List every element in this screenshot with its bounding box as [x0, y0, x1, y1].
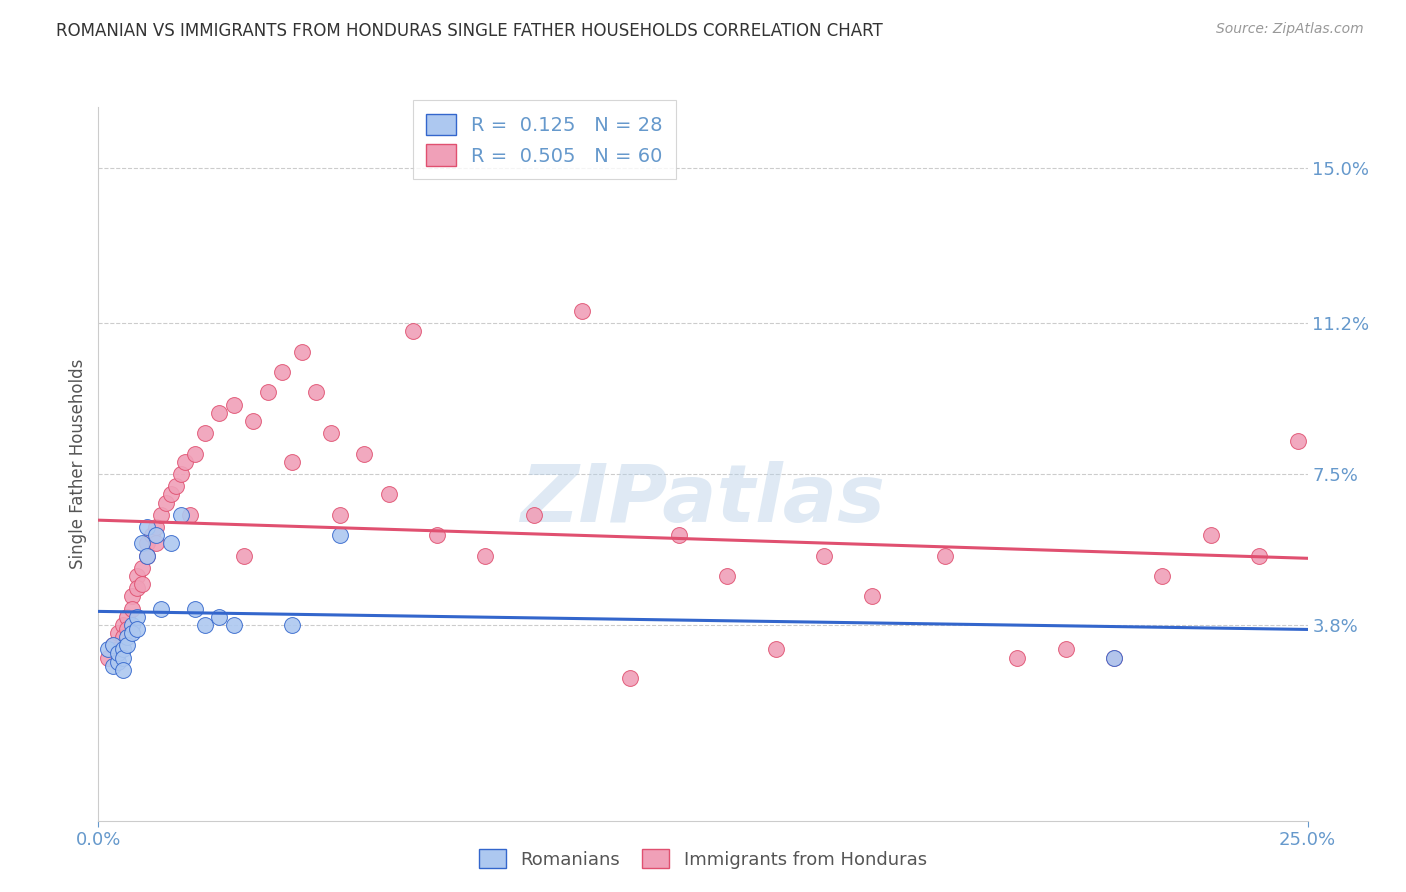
- Point: [169, 467, 191, 481]
- Point: [101, 638, 124, 652]
- Point: [165, 479, 187, 493]
- Point: [208, 609, 231, 624]
- Point: [127, 622, 149, 636]
- Point: [716, 569, 738, 583]
- Point: [121, 626, 143, 640]
- Point: [281, 455, 304, 469]
- Point: [329, 508, 352, 522]
- Point: [1102, 650, 1125, 665]
- Point: [256, 385, 278, 400]
- Point: [426, 528, 449, 542]
- Point: [131, 577, 153, 591]
- Point: [1199, 528, 1222, 542]
- Point: [107, 626, 129, 640]
- Point: [174, 455, 197, 469]
- Point: [131, 536, 153, 550]
- Text: Source: ZipAtlas.com: Source: ZipAtlas.com: [1216, 22, 1364, 37]
- Point: [329, 528, 352, 542]
- Point: [860, 590, 883, 604]
- Point: [402, 324, 425, 338]
- Point: [194, 618, 217, 632]
- Y-axis label: Single Father Households: Single Father Households: [69, 359, 87, 569]
- Point: [1007, 650, 1029, 665]
- Point: [127, 569, 149, 583]
- Point: [135, 520, 157, 534]
- Point: [353, 447, 375, 461]
- Legend: Romanians, Immigrants from Honduras: Romanians, Immigrants from Honduras: [472, 841, 934, 876]
- Point: [135, 549, 157, 563]
- Point: [523, 508, 546, 522]
- Point: [1249, 549, 1271, 563]
- Point: [222, 618, 245, 632]
- Point: [145, 528, 167, 542]
- Point: [121, 618, 143, 632]
- Point: [111, 642, 134, 657]
- Point: [145, 520, 167, 534]
- Point: [111, 650, 134, 665]
- Point: [117, 638, 139, 652]
- Point: [271, 365, 294, 379]
- Point: [934, 549, 956, 563]
- Point: [160, 536, 183, 550]
- Point: [1102, 650, 1125, 665]
- Point: [127, 581, 149, 595]
- Point: [101, 638, 124, 652]
- Point: [222, 398, 245, 412]
- Point: [117, 622, 139, 636]
- Point: [150, 601, 173, 615]
- Point: [107, 655, 129, 669]
- Point: [1152, 569, 1174, 583]
- Point: [619, 671, 641, 685]
- Point: [107, 647, 129, 661]
- Point: [135, 549, 157, 563]
- Point: [184, 601, 207, 615]
- Point: [135, 536, 157, 550]
- Point: [150, 508, 173, 522]
- Point: [668, 528, 690, 542]
- Point: [571, 304, 593, 318]
- Point: [107, 642, 129, 657]
- Point: [1286, 434, 1309, 449]
- Point: [169, 508, 191, 522]
- Point: [474, 549, 496, 563]
- Point: [141, 528, 163, 542]
- Point: [111, 663, 134, 677]
- Point: [111, 618, 134, 632]
- Point: [97, 642, 120, 657]
- Point: [97, 650, 120, 665]
- Point: [117, 609, 139, 624]
- Point: [111, 630, 134, 644]
- Point: [121, 601, 143, 615]
- Point: [145, 536, 167, 550]
- Point: [305, 385, 328, 400]
- Text: ROMANIAN VS IMMIGRANTS FROM HONDURAS SINGLE FATHER HOUSEHOLDS CORRELATION CHART: ROMANIAN VS IMMIGRANTS FROM HONDURAS SIN…: [56, 22, 883, 40]
- Point: [765, 642, 787, 657]
- Point: [813, 549, 835, 563]
- Point: [319, 426, 342, 441]
- Point: [179, 508, 201, 522]
- Point: [232, 549, 254, 563]
- Point: [194, 426, 217, 441]
- Point: [117, 630, 139, 644]
- Text: ZIPatlas: ZIPatlas: [520, 460, 886, 539]
- Point: [184, 447, 207, 461]
- Point: [121, 590, 143, 604]
- Point: [377, 487, 399, 501]
- Point: [242, 414, 264, 428]
- Point: [155, 495, 177, 509]
- Point: [290, 344, 312, 359]
- Point: [1054, 642, 1077, 657]
- Point: [101, 658, 124, 673]
- Point: [131, 561, 153, 575]
- Point: [127, 609, 149, 624]
- Point: [208, 406, 231, 420]
- Point: [281, 618, 304, 632]
- Point: [160, 487, 183, 501]
